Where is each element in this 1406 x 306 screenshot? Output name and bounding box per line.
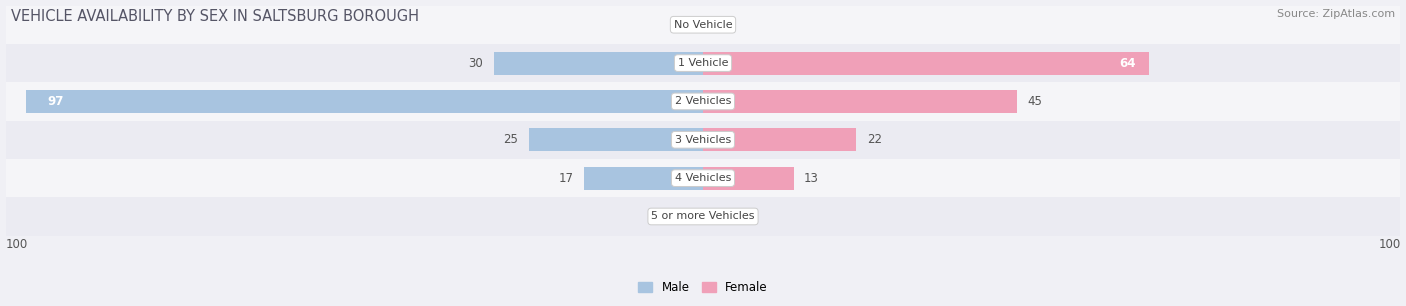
- Bar: [585, 167, 703, 190]
- Bar: [529, 128, 703, 151]
- Bar: [6, 159, 1400, 197]
- Text: 2 Vehicles: 2 Vehicles: [675, 96, 731, 106]
- Bar: [703, 128, 856, 151]
- Text: 17: 17: [560, 172, 574, 185]
- Text: 4 Vehicles: 4 Vehicles: [675, 173, 731, 183]
- Text: 97: 97: [48, 95, 63, 108]
- Text: 0: 0: [713, 18, 721, 31]
- Text: 0: 0: [713, 210, 721, 223]
- Bar: [703, 52, 1149, 75]
- Text: 100: 100: [6, 237, 28, 251]
- Bar: [6, 197, 1400, 236]
- Text: 25: 25: [503, 133, 519, 146]
- Text: 64: 64: [1119, 57, 1136, 69]
- Bar: [703, 167, 793, 190]
- Text: 45: 45: [1028, 95, 1042, 108]
- Bar: [6, 82, 1400, 121]
- Text: 22: 22: [868, 133, 882, 146]
- Bar: [6, 44, 1400, 82]
- Text: No Vehicle: No Vehicle: [673, 20, 733, 30]
- Text: 100: 100: [1378, 237, 1400, 251]
- Bar: [27, 90, 703, 113]
- Bar: [703, 90, 1017, 113]
- Bar: [494, 52, 703, 75]
- Bar: [6, 121, 1400, 159]
- Text: 5 or more Vehicles: 5 or more Vehicles: [651, 211, 755, 222]
- Legend: Male, Female: Male, Female: [634, 276, 772, 299]
- Text: Source: ZipAtlas.com: Source: ZipAtlas.com: [1277, 9, 1395, 19]
- Text: 13: 13: [804, 172, 820, 185]
- Text: 0: 0: [685, 18, 693, 31]
- Text: 3 Vehicles: 3 Vehicles: [675, 135, 731, 145]
- Text: 1 Vehicle: 1 Vehicle: [678, 58, 728, 68]
- Text: 0: 0: [685, 210, 693, 223]
- Bar: [6, 6, 1400, 44]
- Text: VEHICLE AVAILABILITY BY SEX IN SALTSBURG BOROUGH: VEHICLE AVAILABILITY BY SEX IN SALTSBURG…: [11, 9, 419, 24]
- Text: 30: 30: [468, 57, 484, 69]
